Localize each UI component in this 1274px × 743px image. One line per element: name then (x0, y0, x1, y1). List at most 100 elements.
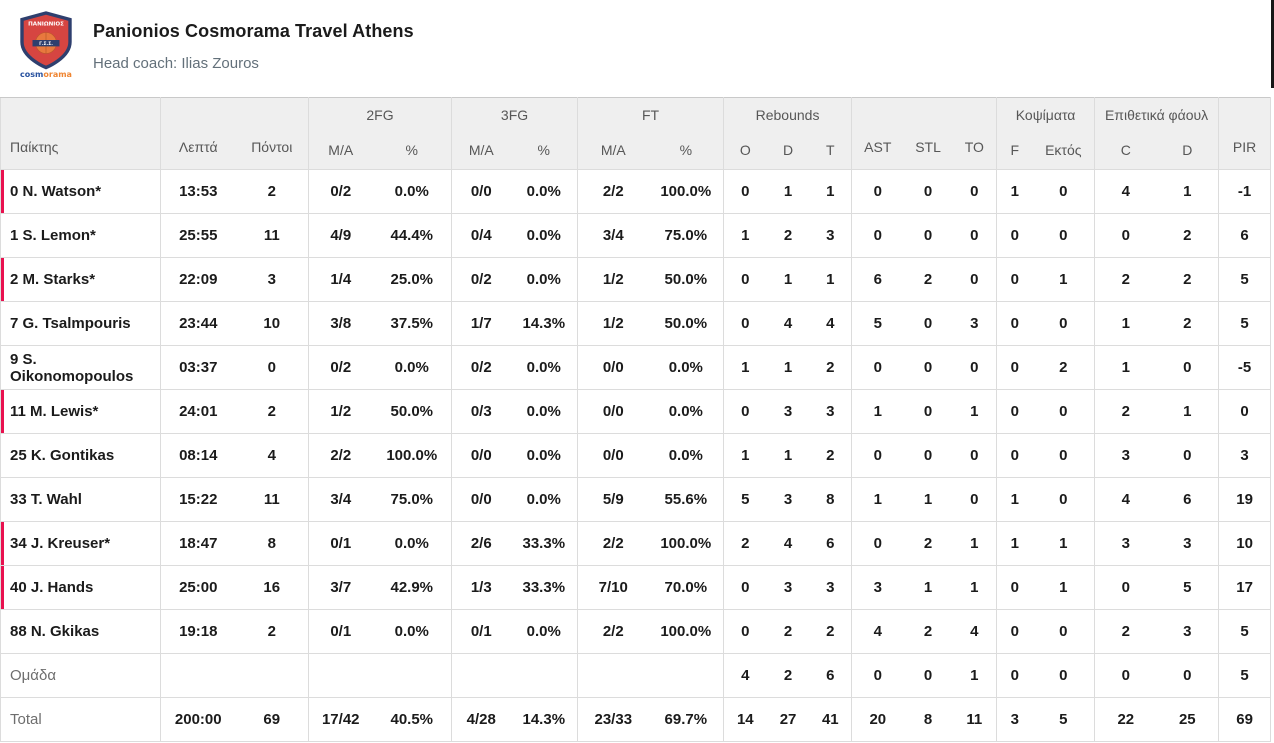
stat-cell: 5 (1032, 697, 1095, 742)
stat-cell: 4 (766, 301, 810, 346)
stat-cell: 0/0 (577, 389, 649, 434)
stat-cell: 2 (1094, 389, 1157, 434)
stat-cell: 2 (235, 389, 309, 434)
stat-cell: 2 (766, 213, 810, 258)
stat-cell: 0/2 (308, 169, 373, 214)
stat-cell: 0.0% (372, 609, 452, 654)
stat-cell: 100.0% (648, 169, 724, 214)
stat-cell: 0 (996, 301, 1033, 346)
stat-cell: 3 (809, 389, 852, 434)
stat-cell: 0/0 (451, 169, 511, 214)
stat-cell: 0/2 (451, 345, 511, 390)
stat-cell: 3 (235, 257, 309, 302)
stat-cell: 0 (903, 213, 953, 258)
stat-cell: 14 (723, 697, 767, 742)
stat-cell: 0 (952, 433, 997, 478)
stat-cell (235, 653, 309, 698)
col-stl: STL (903, 97, 953, 170)
stat-cell: 2 (809, 609, 852, 654)
stat-cell: 3/8 (308, 301, 373, 346)
stat-cell: 0 (1032, 169, 1095, 214)
stat-cell: 8 (235, 521, 309, 566)
stat-cell: 37.5% (372, 301, 452, 346)
stat-cell: 0 (851, 433, 904, 478)
stat-cell: 19 (1218, 477, 1271, 522)
stat-cell: 3 (766, 389, 810, 434)
stat-cell: 13:53 (160, 169, 236, 214)
stat-cell: 100.0% (648, 521, 724, 566)
stat-cell: 0.0% (510, 345, 578, 390)
team-logo: ΠΑΝΙΩΝΙΟΣ Γ.Σ.Σ. cosmorama (20, 11, 72, 79)
stat-cell: 0 (903, 169, 953, 214)
stat-cell: 2 (723, 521, 767, 566)
stat-cell: 3 (1156, 609, 1219, 654)
logo-brand-right: orama (43, 70, 72, 79)
stat-cell: 0.0% (372, 521, 452, 566)
group-rebounds: Rebounds (723, 97, 852, 132)
stat-cell: 0 (996, 389, 1033, 434)
stat-cell: 1 (996, 477, 1033, 522)
stat-cell: 0.0% (510, 389, 578, 434)
stat-cell: 0 (903, 389, 953, 434)
stat-cell: 0 (1156, 433, 1219, 478)
group-2fg: 2FG (307, 97, 452, 132)
stat-cell: 20 (851, 697, 904, 742)
stat-cell: 0 (1094, 565, 1157, 610)
player-name-cell: 2 M. Starks* (0, 257, 161, 302)
stat-cell: 0.0% (372, 169, 452, 214)
stat-cell: 41 (809, 697, 852, 742)
stat-cell: 0/1 (451, 609, 511, 654)
stat-cell: 2 (903, 521, 953, 566)
stat-cell: 08:14 (160, 433, 236, 478)
stat-cell: 1/2 (308, 389, 373, 434)
stat-cell: 2 (1094, 257, 1157, 302)
stat-cell: 0 (903, 301, 953, 346)
col-3fg-pct: % (510, 131, 578, 170)
stat-cell: 0/1 (308, 609, 373, 654)
stat-cell: 6 (1156, 477, 1219, 522)
stat-cell: 19:18 (160, 609, 236, 654)
stat-cell: 0 (996, 609, 1033, 654)
stat-cell: 1 (1032, 521, 1095, 566)
stat-cell: 0 (1156, 653, 1219, 698)
stat-cell: 0 (1032, 213, 1095, 258)
stat-cell: 1 (723, 433, 767, 478)
stat-cell: 5 (851, 301, 904, 346)
stat-cell: 2 (903, 257, 953, 302)
stat-cell: 1/3 (451, 565, 511, 610)
stat-cell: 1/4 (308, 257, 373, 302)
svg-text:cosmorama: cosmorama (20, 70, 72, 79)
table-row: 2 M. Starks* 22:09 3 1/4 25.0% 0/2 0.0% 1/2 50.0… (0, 257, 1271, 302)
stat-cell: 0/0 (577, 433, 649, 478)
stat-cell: 1 (952, 389, 997, 434)
group-offensive-fouls: Επιθετικά φάουλ (1094, 97, 1219, 132)
stat-cell: 0.0% (510, 213, 578, 258)
stat-cell: 25 (1156, 697, 1219, 742)
stat-cell: 4 (851, 609, 904, 654)
table-row: 25 K. Gontikas 08:14 4 2/2 100.0% 0/0 0.0% 0/0 0… (0, 433, 1271, 478)
stat-cell: 3 (1094, 433, 1157, 478)
stat-cell: 0.0% (510, 609, 578, 654)
stat-cell: 0 (235, 345, 309, 390)
stat-cell: 10 (1218, 521, 1271, 566)
panel-divider (1271, 0, 1274, 88)
stat-cell: 0 (851, 169, 904, 214)
player-name-cell: 34 J. Kreuser* (0, 521, 161, 566)
stat-cell: 2 (1156, 301, 1219, 346)
col-pir: PIR (1218, 97, 1271, 170)
stat-cell: 0 (723, 169, 767, 214)
col-ast: AST (851, 97, 904, 170)
stat-cell: 14.3% (510, 697, 578, 742)
stat-cell: 1 (952, 653, 997, 698)
stat-cell: 22 (1094, 697, 1157, 742)
stat-cell: 0 (851, 521, 904, 566)
stat-cell: 4 (235, 433, 309, 478)
stat-cell: 7/10 (577, 565, 649, 610)
table-row: 1 S. Lemon* 25:55 11 4/9 44.4% 0/4 0.0% 3/4 75.0… (0, 213, 1271, 258)
stat-cell: 1 (766, 433, 810, 478)
stat-cell: 1 (1156, 389, 1219, 434)
stat-cell: 1 (1032, 565, 1095, 610)
stat-cell: 27 (766, 697, 810, 742)
stat-cell: 5 (723, 477, 767, 522)
stat-cell: 0.0% (372, 345, 452, 390)
